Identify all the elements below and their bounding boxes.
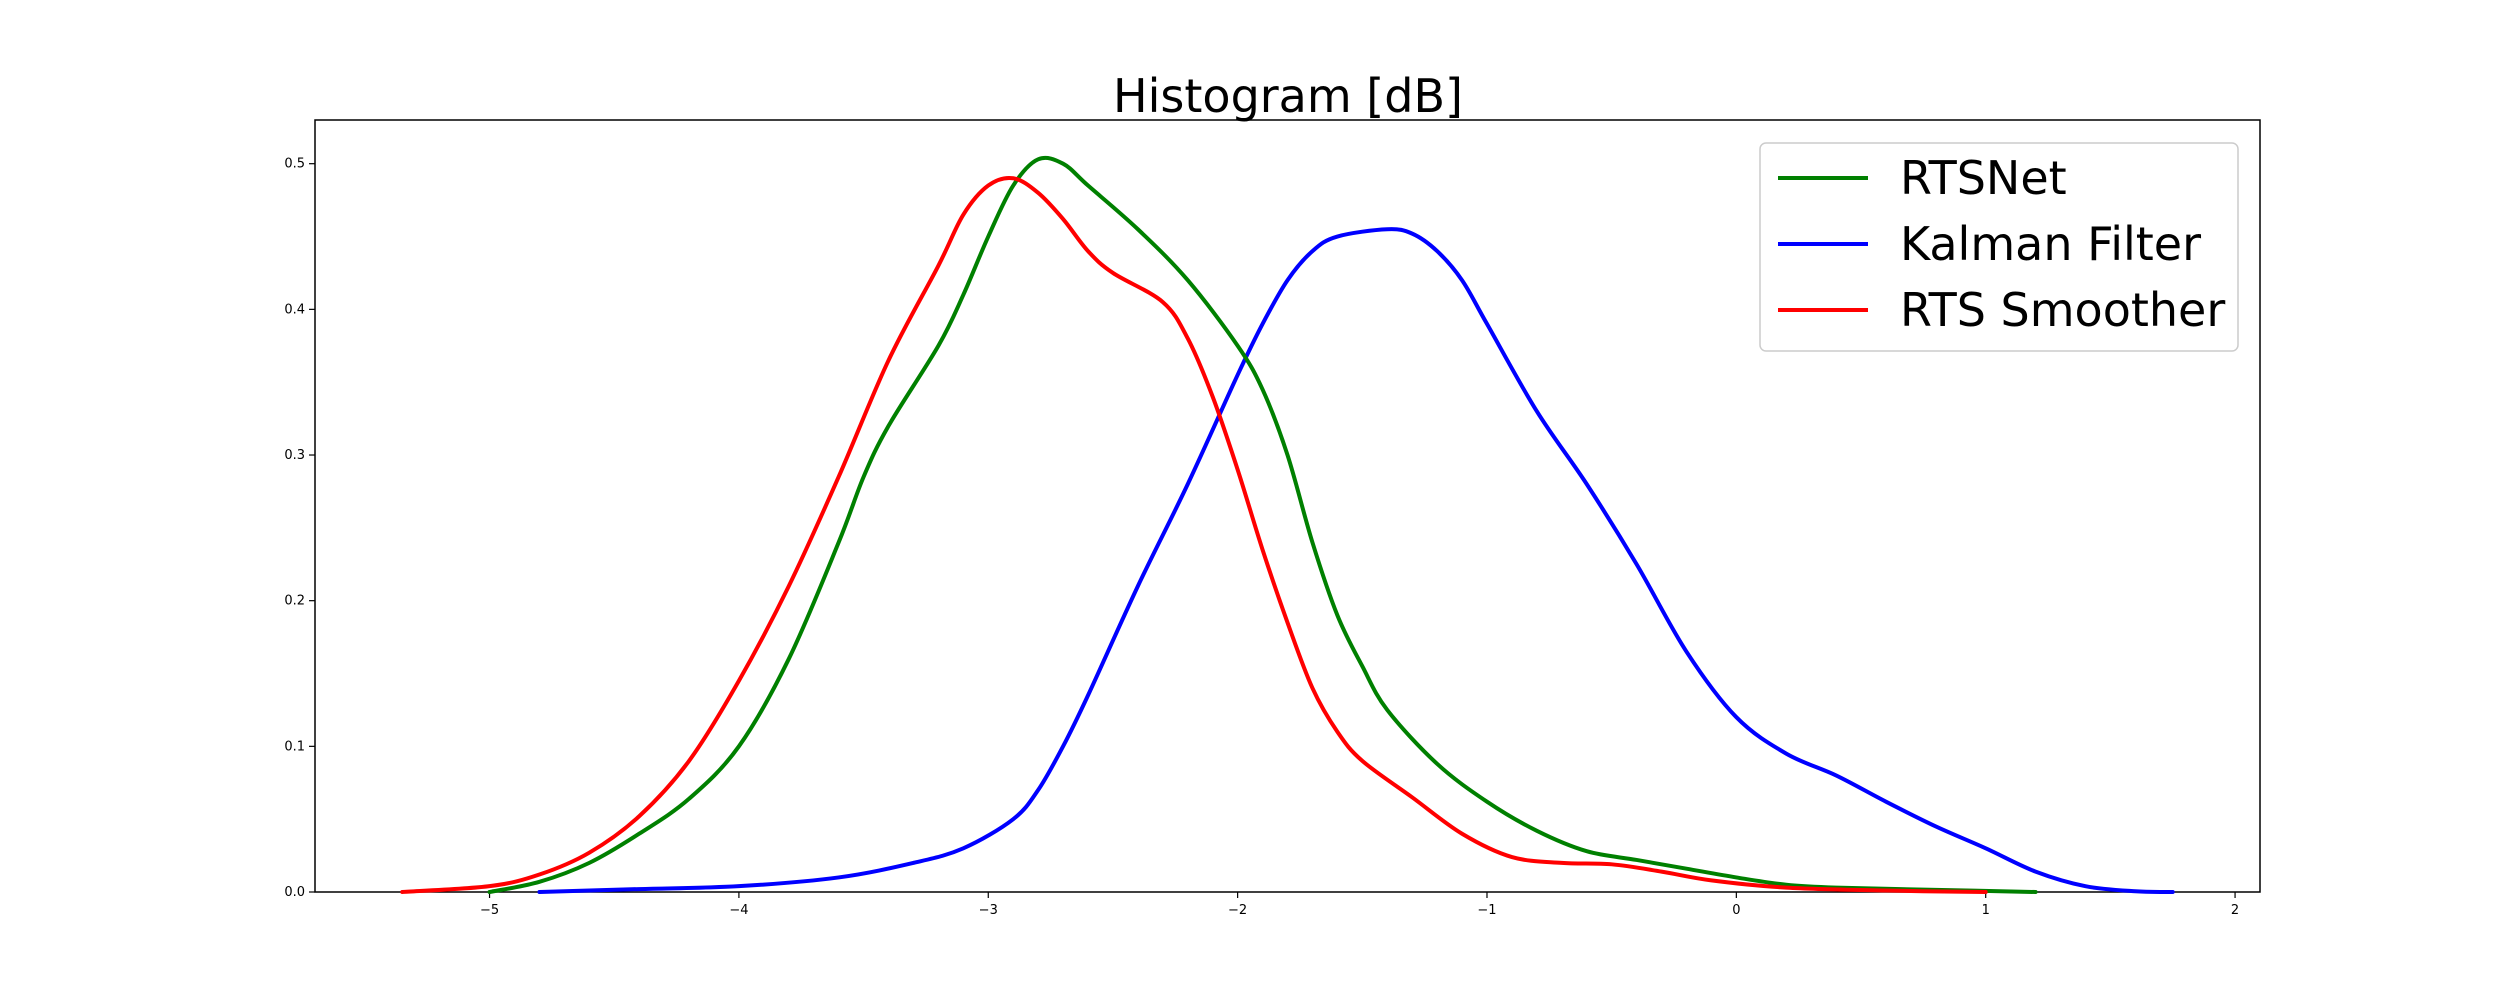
y-axis: 0.0 0.1 0.2 0.3 0.4 0.5	[284, 157, 315, 900]
series-layer	[400, 155, 2175, 894]
plot-frame	[314, 119, 2261, 893]
series-line-rts-smoother	[400, 175, 1988, 894]
y-tick-label: 0.4	[284, 302, 305, 317]
series-line-kalman-filter	[537, 227, 2175, 894]
y-tick-label: 0.3	[284, 448, 305, 463]
x-tick-label: 2	[2231, 903, 2239, 918]
x-tick-label: 1	[1982, 903, 1990, 918]
legend: RTSNet Kalman Filter RTS Smoother	[1759, 142, 2239, 352]
series-line-rtsnet	[487, 155, 2038, 894]
y-tick-label: 0.2	[284, 594, 305, 609]
x-tick-label: −1	[1477, 903, 1496, 918]
x-tick-label: −3	[979, 903, 998, 918]
x-tick-label: −2	[1228, 903, 1247, 918]
x-tick-label: −4	[729, 903, 748, 918]
y-tick-label: 0.5	[284, 157, 305, 172]
x-axis: −5 −4 −3 −2 −1 0 1 2	[480, 892, 2239, 918]
y-tick-label: 0.1	[284, 739, 305, 754]
legend-label: RTS Smoother	[1900, 283, 2225, 337]
x-tick-label: −5	[480, 903, 499, 918]
legend-label: RTSNet	[1900, 151, 2067, 205]
legend-box	[1759, 142, 2239, 352]
y-tick-label: 0.0	[284, 885, 305, 900]
legend-label: Kalman Filter	[1900, 217, 2201, 271]
chart-title: Histogram [dB]	[1113, 69, 1463, 123]
x-tick-label: 0	[1732, 903, 1740, 918]
